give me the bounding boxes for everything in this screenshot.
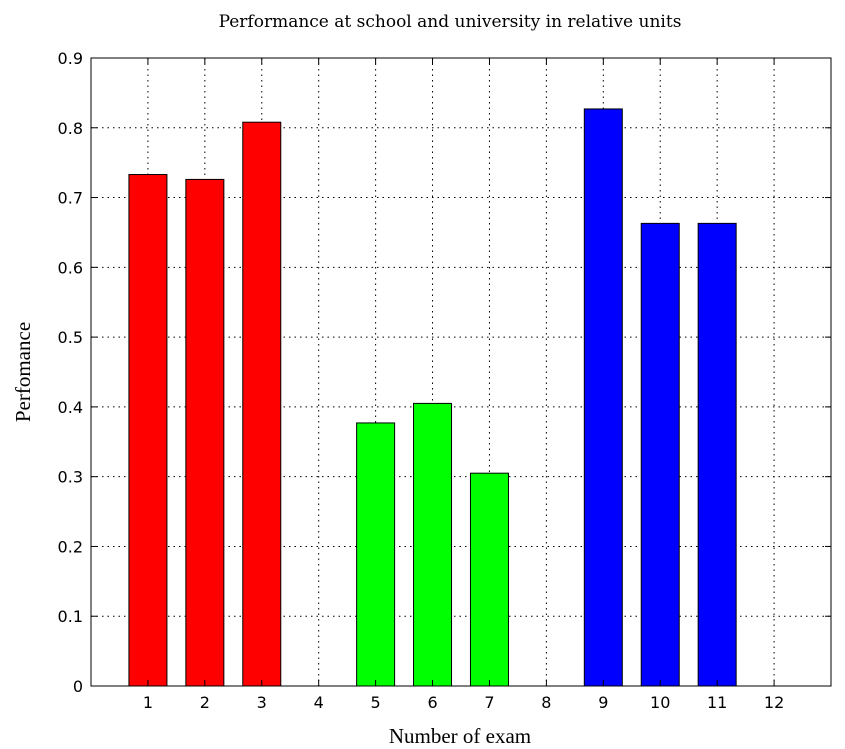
y-tick-label: 0.2 [58,537,83,556]
x-tick-label: 4 [314,693,324,712]
ticks [91,57,831,687]
y-tick-label: 0.3 [58,468,83,487]
y-axis-label: Perfomance [11,322,35,422]
y-tick-label: 0.6 [58,258,83,277]
x-tick-label: 2 [200,693,210,712]
y-tick-label: 0.8 [58,119,83,138]
x-tick-label: 9 [598,693,608,712]
bar-exam-7 [469,472,509,687]
x-tick-label: 10 [650,693,670,712]
x-tick-label: 7 [484,693,494,712]
y-tick-label: 0.7 [58,189,83,208]
bar-exam-3 [242,121,282,687]
chart-title: Performance at school and university in … [219,12,682,32]
y-tick-label: 0.5 [58,328,83,347]
x-tick-label: 11 [707,693,727,712]
x-tick-label: 8 [541,693,551,712]
x-axis-label: Number of exam [389,724,531,748]
y-tick-labels: 0 0.1 0.2 0.3 0.4 0.5 0.6 0.7 0.8 0.9 [58,49,83,696]
x-tick-labels: 1 2 3 4 5 6 7 8 9 10 11 12 [143,693,784,712]
x-tick-label: 5 [371,693,381,712]
x-tick-label: 12 [764,693,784,712]
y-tick-label: 0 [73,677,83,696]
y-tick-label: 0.9 [58,49,83,68]
bar-exam-2 [185,178,225,687]
plot-area [90,57,832,687]
bar-exam-11 [697,222,737,687]
bar-exam-6 [413,402,453,687]
x-tick-label: 6 [427,693,437,712]
x-tick-label: 1 [143,693,153,712]
y-tick-label: 0.4 [58,398,83,417]
bar-exam-1 [128,174,168,687]
bar-exam-10 [640,222,680,687]
bar-exam-5 [356,422,396,687]
bar-exam-9 [583,108,623,687]
y-tick-label: 0.1 [58,607,83,626]
bars [128,108,737,687]
x-tick-label: 3 [257,693,267,712]
